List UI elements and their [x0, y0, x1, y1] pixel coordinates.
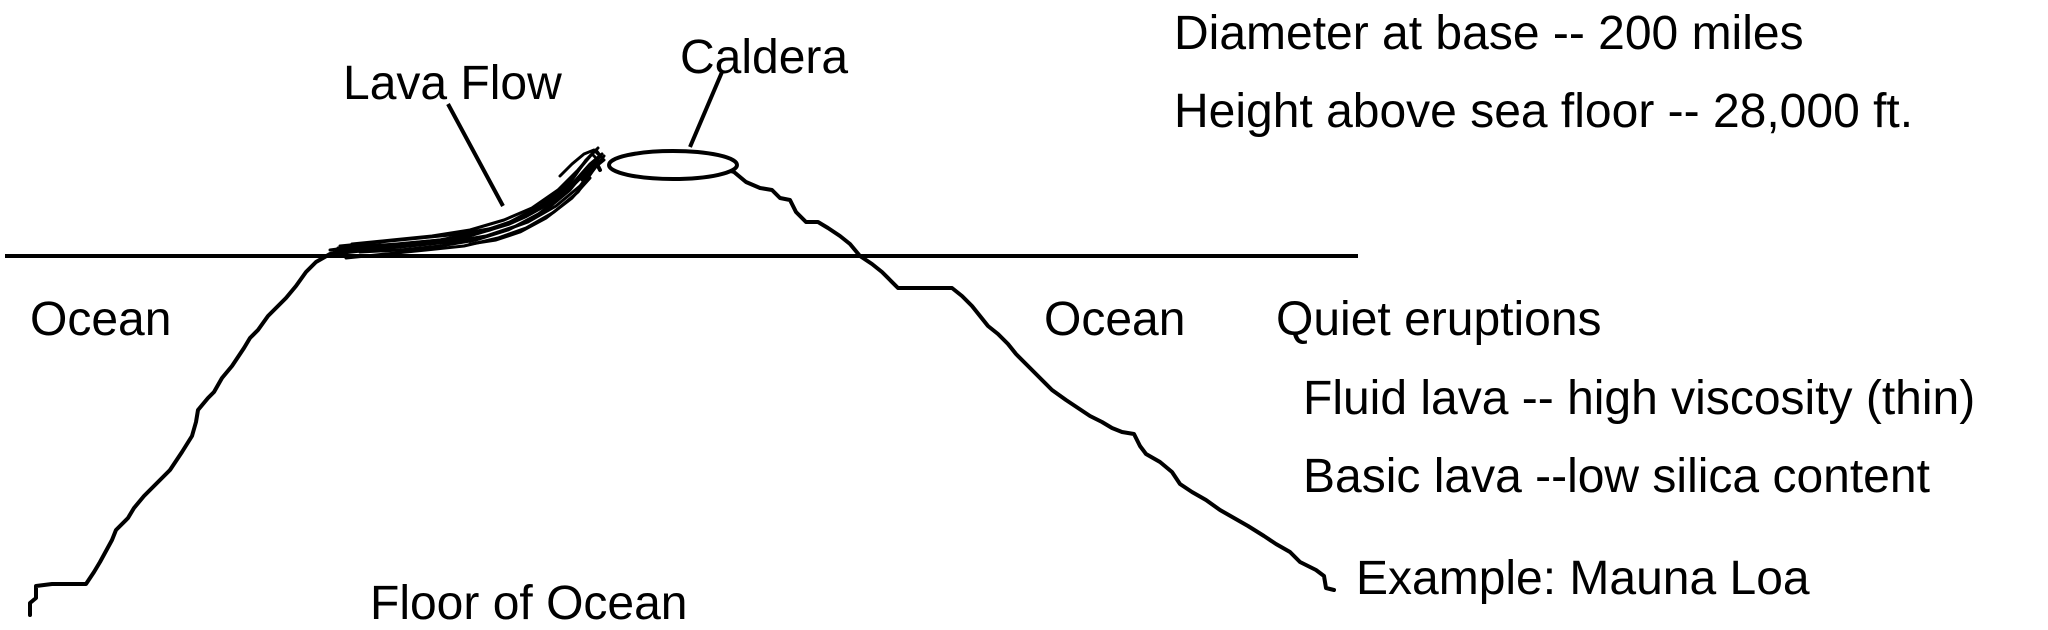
ocean-left-label: Ocean — [30, 293, 172, 346]
quiet-eruptions-text: Quiet eruptions — [1276, 293, 1602, 346]
caldera-leader-line — [688, 71, 724, 148]
ocean-right-label: Ocean — [1044, 293, 1186, 346]
caldera-label: Caldera — [680, 31, 849, 84]
floor-of-ocean-label: Floor of Ocean — [370, 577, 688, 630]
lava-flow-scribble — [328, 146, 606, 260]
height-text: Height above sea floor -- 28,000 ft. — [1174, 85, 1914, 138]
lava-flow-leader-line — [446, 103, 505, 207]
caldera-ellipse — [607, 149, 739, 181]
diameter-text: Diameter at base -- 200 miles — [1174, 7, 1804, 60]
example-text: Example: Mauna Loa — [1356, 552, 1810, 605]
fluid-lava-text: Fluid lava -- high viscosity (thin) — [1303, 372, 1976, 425]
lava-flow-label: Lava Flow — [343, 57, 562, 110]
basic-lava-text: Basic lava --low silica content — [1303, 450, 1930, 503]
volcano-profile — [28, 160, 1336, 617]
